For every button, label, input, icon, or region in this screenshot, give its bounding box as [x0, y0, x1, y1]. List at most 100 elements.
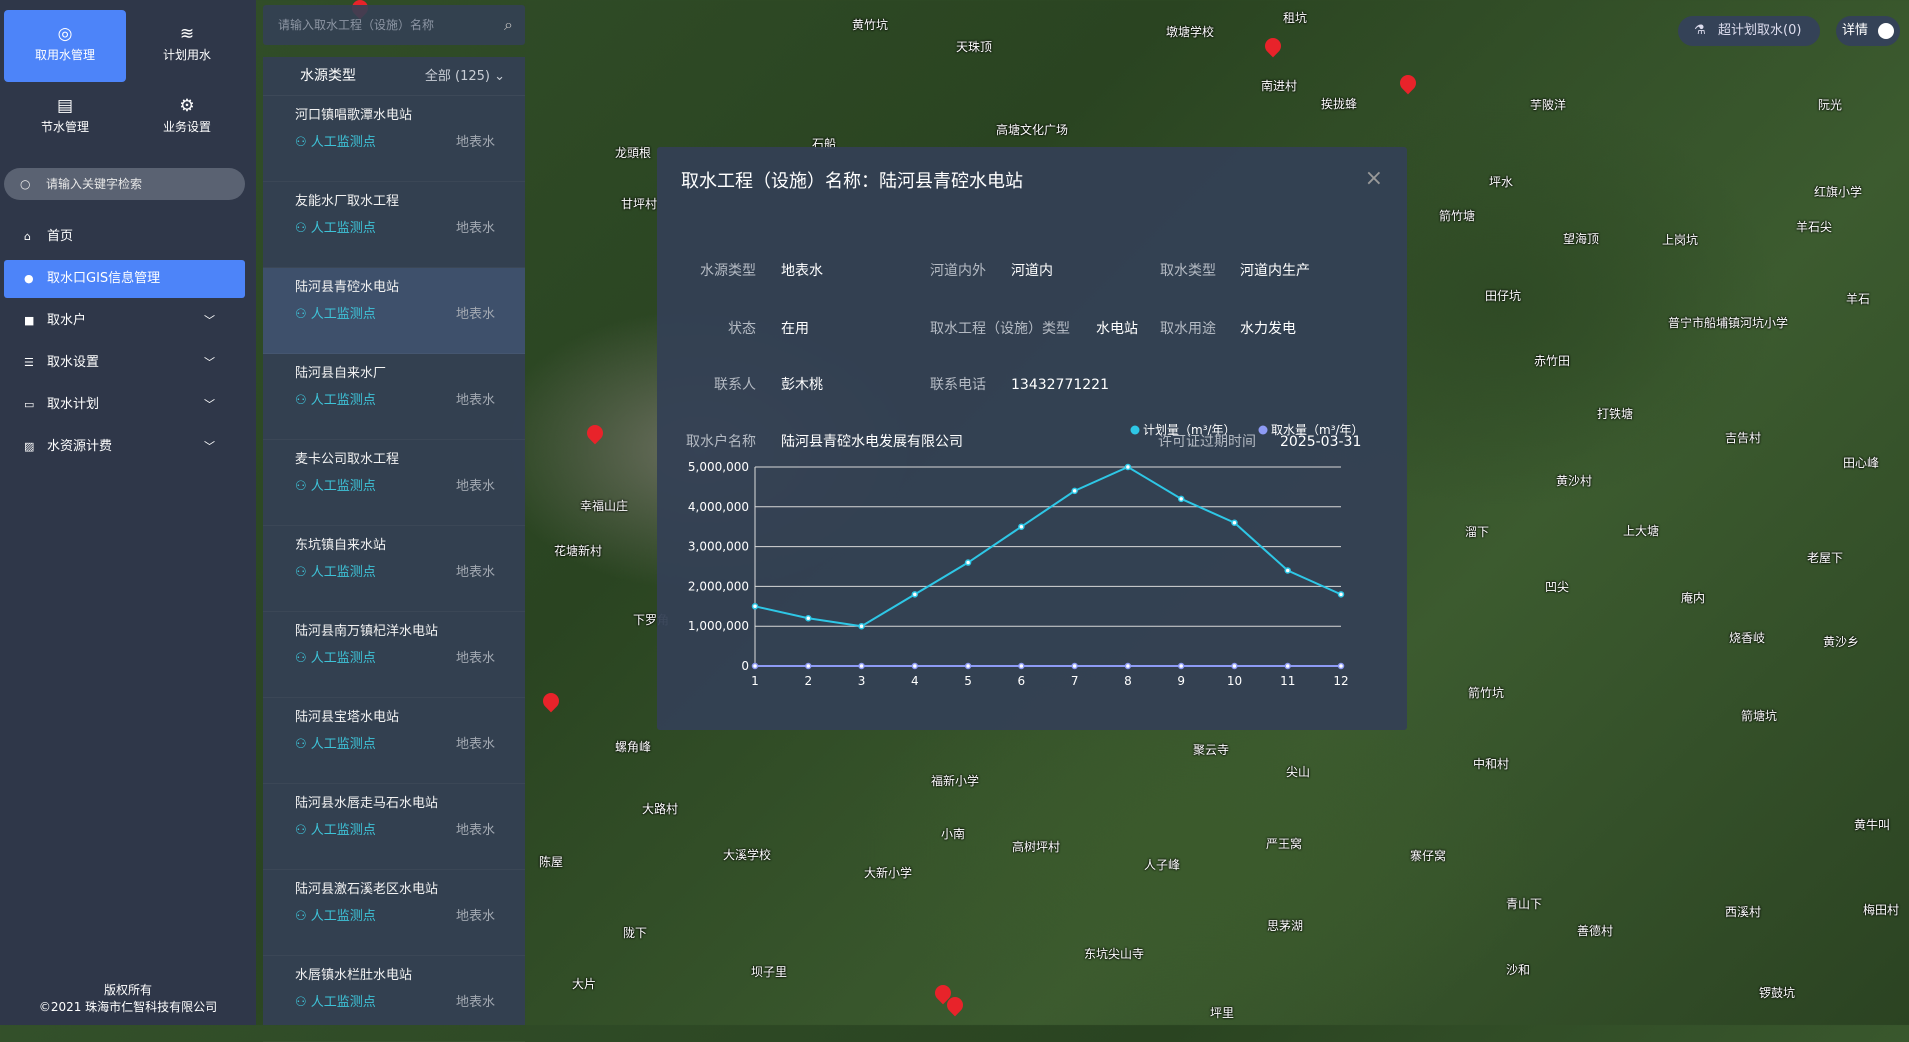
- map-marker-icon[interactable]: [1396, 71, 1420, 95]
- facility-name: 水唇镇水栏肚水电站: [295, 968, 413, 983]
- menu-water-billing[interactable]: ▨ 水资源计费 ﹀: [4, 428, 245, 466]
- menu-label: 取水户: [47, 313, 87, 328]
- contact-value: 彭木桃: [781, 377, 823, 393]
- menu-water-users[interactable]: ■ 取水户 ﹀: [4, 302, 245, 340]
- source-type: 地表水: [455, 565, 495, 580]
- tile-planned-water[interactable]: ≋ 计划用水: [126, 10, 248, 82]
- source-type: 地表水: [455, 909, 495, 924]
- list-item[interactable]: 东坑镇自来水站 ⚇ 人工监测点 地表水: [263, 526, 525, 612]
- list-item[interactable]: 陆河县激石溪老区水电站 ⚇ 人工监测点 地表水: [263, 870, 525, 956]
- map-label: 东坑尖山寺: [1084, 947, 1145, 961]
- map-label: 沙和: [1506, 963, 1531, 977]
- monitor-label: 人工监测点: [310, 479, 376, 494]
- tile-label: 计划用水: [162, 48, 211, 62]
- search-placeholder: 请输入关键字检索: [46, 177, 143, 191]
- source-type-filter[interactable]: 水源类型 全部 (125) ⌄: [263, 57, 525, 96]
- source-type-value: 地表水: [781, 263, 823, 279]
- tile-water-use-management[interactable]: ◎ 取用水管理: [4, 10, 126, 82]
- search-icon: ○: [20, 177, 31, 191]
- menu-intake-settings[interactable]: ☰ 取水设置 ﹀: [4, 344, 245, 382]
- map-label: 黄竹坑: [852, 18, 889, 32]
- source-type: 地表水: [455, 737, 495, 752]
- x-tick-label: 9: [1177, 674, 1185, 688]
- data-point: [1284, 662, 1291, 670]
- tile-business-settings[interactable]: ⚙ 业务设置: [126, 82, 248, 154]
- chevron-down-icon: ﹀: [204, 440, 215, 453]
- list-item[interactable]: 水唇镇水栏肚水电站 ⚇ 人工监测点 地表水: [263, 956, 525, 1042]
- map-label: 善德村: [1577, 924, 1614, 938]
- map-label: 坪里: [1210, 1006, 1235, 1020]
- chevron-down-icon: ﹀: [204, 314, 215, 327]
- x-tick-label: 11: [1280, 674, 1295, 688]
- map-label: 吉告村: [1725, 431, 1762, 445]
- x-tick-label: 5: [964, 674, 972, 688]
- monitor-label: 人工监测点: [310, 909, 376, 924]
- data-point: [1231, 662, 1238, 670]
- data-point: [1071, 662, 1078, 670]
- in-river-label: 河道内外: [930, 263, 986, 279]
- map-label: 黄牛叫: [1854, 818, 1891, 832]
- map-label: 大溪学校: [723, 848, 772, 862]
- over-plan-intake-button[interactable]: ⚗ 超计划取水(0): [1678, 16, 1820, 46]
- filter-value: 全部 (125): [424, 69, 490, 84]
- menu-gis-management[interactable]: ● 取水口GIS信息管理: [4, 260, 245, 298]
- x-tick-label: 12: [1333, 674, 1348, 688]
- monitor-type: ⚇ 人工监测点: [295, 905, 376, 924]
- x-tick-label: 1: [751, 674, 759, 688]
- keyword-search-input[interactable]: ○ 请输入关键字检索: [4, 168, 245, 200]
- list-item[interactable]: 麦卡公司取水工程 ⚇ 人工监测点 地表水: [263, 440, 525, 526]
- over-plan-label: 超计划取水(0): [1718, 23, 1802, 38]
- search-icon[interactable]: ⌕: [504, 15, 513, 34]
- facility-name: 东坑镇自来水站: [295, 538, 387, 553]
- y-tick-label: 1,000,000: [688, 619, 749, 633]
- facility-name: 友能水厂取水工程: [295, 194, 400, 209]
- list-item[interactable]: 友能水厂取水工程 ⚇ 人工监测点 地表水: [263, 182, 525, 268]
- owner-value: 陆河县青硿水电发展有限公司: [781, 434, 963, 450]
- monitor-type: ⚇ 人工监测点: [295, 475, 376, 494]
- menu-label: 取水口GIS信息管理: [47, 271, 161, 286]
- list-item[interactable]: 陆河县青硿水电站 ⚇ 人工监测点 地表水: [263, 268, 525, 354]
- monitor-type: ⚇ 人工监测点: [295, 217, 376, 236]
- map-marker-icon[interactable]: [583, 421, 607, 445]
- list-item[interactable]: 陆河县水唇走马石水电站 ⚇ 人工监测点 地表水: [263, 784, 525, 870]
- monitor-type: ⚇ 人工监测点: [295, 733, 376, 752]
- menu-label: 取水计划: [47, 397, 100, 412]
- filter-select[interactable]: 全部 (125) ⌄: [425, 57, 505, 96]
- source-type: 地表水: [455, 393, 495, 408]
- list-item[interactable]: 河口镇唱歌潭水电站 ⚇ 人工监测点 地表水: [263, 96, 525, 182]
- detail-toggle[interactable]: 详情: [1836, 16, 1900, 46]
- y-tick-label: 3,000,000: [688, 540, 749, 554]
- facility-search-input[interactable]: 请输入取水工程（设施）名称 ⌕: [263, 5, 525, 45]
- status-label: 状态: [728, 321, 756, 337]
- close-icon[interactable]: ×: [1364, 166, 1383, 191]
- menu-intake-plan[interactable]: ▭ 取水计划 ﹀: [4, 386, 245, 424]
- menu-label: 水资源计费: [47, 439, 113, 454]
- monitor-label: 人工监测点: [310, 823, 376, 838]
- map-marker-icon[interactable]: [1261, 34, 1285, 58]
- menu-home[interactable]: ⌂ 首页: [4, 218, 245, 256]
- monitor-type: ⚇ 人工监测点: [295, 647, 376, 666]
- facility-type-value: 水电站: [1096, 321, 1138, 337]
- list-item[interactable]: 陆河县宝塔水电站 ⚇ 人工监测点 地表水: [263, 698, 525, 784]
- waves-icon: ≋: [179, 24, 195, 44]
- location-icon: ●: [24, 272, 34, 285]
- data-point: [751, 603, 759, 610]
- list-item[interactable]: 陆河县自来水厂 ⚇ 人工监测点 地表水: [263, 354, 525, 440]
- map-label: 墩塘学校: [1166, 25, 1215, 39]
- facility-detail-popup: 0 1,000,000 2,000,000 3,000,000 4,000,000 5,0…: [657, 147, 1407, 730]
- map-label: 福新小学: [931, 774, 980, 788]
- map-marker-icon[interactable]: [539, 689, 563, 713]
- map-label: 租坑: [1283, 11, 1308, 25]
- x-tick-label: 3: [858, 674, 866, 688]
- intake-type-label: 取水类型: [1160, 263, 1216, 279]
- sidebar: ◎ 取用水管理 ≋ 计划用水 ▤ 节水管理 ⚙ 业务设置 ○ 请输入关键字检索 ⌂ 首页 ●…: [0, 0, 256, 1025]
- tile-water-saving[interactable]: ▤ 节水管理: [4, 82, 126, 154]
- copyright-line2: ©2021 珠海市仁智科技有限公司: [38, 1000, 218, 1014]
- x-tick-label: 4: [911, 674, 919, 688]
- map-label: 箭塘坑: [1741, 709, 1778, 723]
- list-item[interactable]: 陆河县南万镇杞洋水电站 ⚇ 人工监测点 地表水: [263, 612, 525, 698]
- facility-name: 陆河县激石溪老区水电站: [295, 882, 439, 897]
- monitor-type: ⚇ 人工监测点: [295, 561, 376, 580]
- data-point: [1177, 662, 1185, 670]
